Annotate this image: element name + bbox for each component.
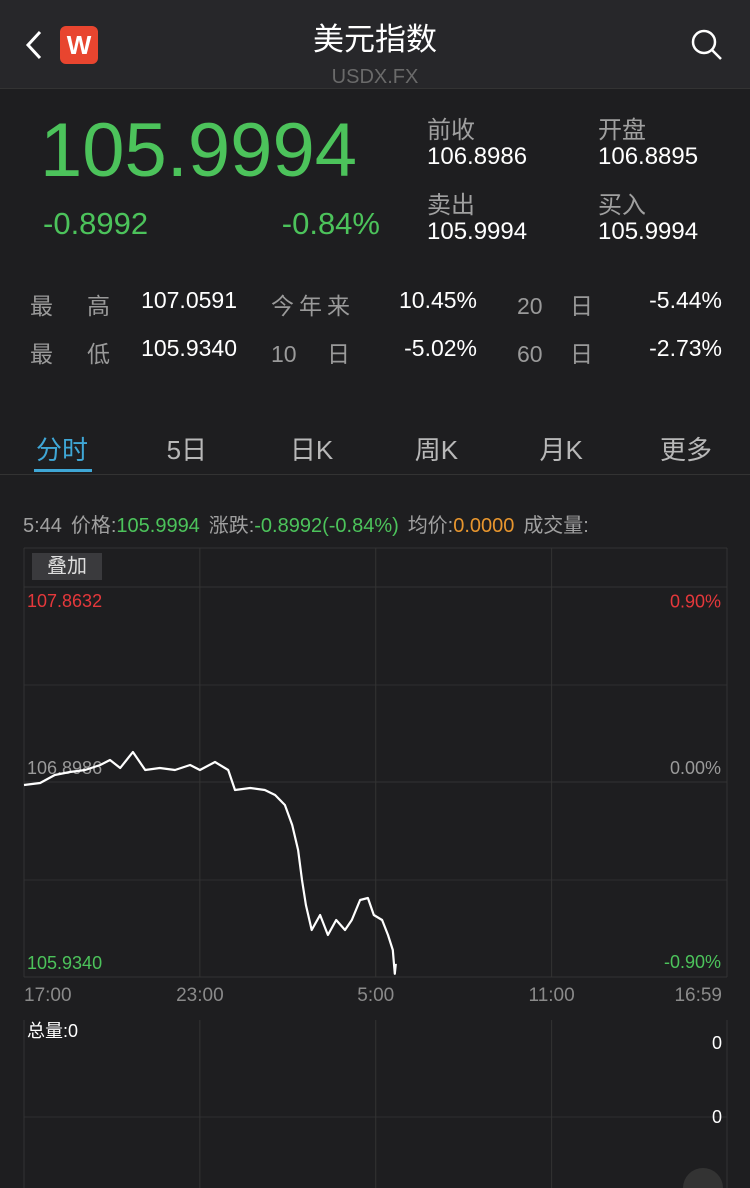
y2-tick-label: 0.00% xyxy=(670,758,721,778)
stat-value: -5.44% xyxy=(649,287,722,313)
y-tick-label: 105.9340 xyxy=(27,953,102,973)
x-tick-label: 5:00 xyxy=(357,985,394,1006)
field-label: 卖出 xyxy=(427,192,475,219)
price-line xyxy=(23,750,397,975)
stat-label: 60 日 xyxy=(517,341,593,367)
x-tick-label: 17:00 xyxy=(24,985,72,1006)
header: W 美元指数 USDX.FX xyxy=(0,0,750,89)
info-price: 105.9994 xyxy=(116,515,200,537)
divider xyxy=(0,474,750,475)
info-avg: 0.0000 xyxy=(453,515,515,537)
x-tick-label: 11:00 xyxy=(529,985,575,1006)
search-button[interactable] xyxy=(690,28,724,62)
y2-tick-label: -0.90% xyxy=(664,952,721,972)
stat-label: 最 低 xyxy=(30,341,110,367)
volume-axis-label: 0 xyxy=(712,1107,722,1127)
stat-label: 20 日 xyxy=(517,293,593,319)
tab[interactable]: 分时 xyxy=(35,435,88,465)
y2-tick-label: 0.90% xyxy=(670,591,721,611)
info-label: 价格: xyxy=(70,515,117,537)
expand-button[interactable] xyxy=(683,1168,723,1188)
change-pct: -0.84% xyxy=(281,206,380,241)
stat-label: 今年来 xyxy=(271,293,350,319)
info-label: 涨跌: xyxy=(208,515,255,537)
stat-value: 107.0591 xyxy=(141,287,237,313)
field-value: 105.9994 xyxy=(598,218,699,245)
price: 105.9994 xyxy=(40,108,357,193)
tab[interactable]: 更多 xyxy=(659,435,712,465)
logo[interactable]: W xyxy=(60,26,98,64)
back-button[interactable] xyxy=(22,28,46,62)
stat-label: 10 日 xyxy=(271,341,350,367)
info-change: -0.8992(-0.84%) xyxy=(254,515,399,537)
stat-value: 10.45% xyxy=(398,287,477,313)
tab[interactable]: 日K xyxy=(289,435,334,465)
field-value: 105.9994 xyxy=(427,218,528,245)
x-tick-label: 23:00 xyxy=(176,985,224,1006)
stat-value: -5.02% xyxy=(404,335,477,361)
field-value: 106.8986 xyxy=(427,143,528,170)
tab[interactable]: 5日 xyxy=(166,435,208,465)
overlay-button[interactable] xyxy=(32,553,102,580)
change: -0.8992 xyxy=(43,206,149,241)
title: 美元指数 xyxy=(313,22,437,57)
field-label: 前收 xyxy=(427,117,475,144)
volume-axis-label: 0 xyxy=(712,1033,722,1053)
info-line: 5:44 价格:105.9994 涨跌:-0.8992(-0.84%) 均价:0… xyxy=(23,509,589,538)
y-tick-label: 106.8986 xyxy=(27,758,102,778)
volume-title: 总量:0 xyxy=(27,1021,78,1041)
tab-underline xyxy=(34,469,92,472)
info-time: 5:44 xyxy=(23,515,62,537)
stat-value: -2.73% xyxy=(649,335,722,361)
y-tick-label: 107.8632 xyxy=(27,591,102,611)
info-label: 成交量: xyxy=(523,515,589,537)
subtitle: USDX.FX xyxy=(331,66,419,88)
tab[interactable]: 周K xyxy=(414,435,459,465)
tab[interactable]: 月K xyxy=(539,435,583,465)
field-label: 买入 xyxy=(598,192,646,219)
stat-label: 最 高 xyxy=(30,293,110,319)
stat-value: 105.9340 xyxy=(141,335,237,361)
field-label: 开盘 xyxy=(598,117,646,144)
x-tick-label: 16:59 xyxy=(674,985,722,1006)
field-value: 106.8895 xyxy=(598,143,699,170)
overlay-button-label[interactable]: 叠加 xyxy=(47,554,87,577)
info-label: 均价: xyxy=(407,515,454,537)
